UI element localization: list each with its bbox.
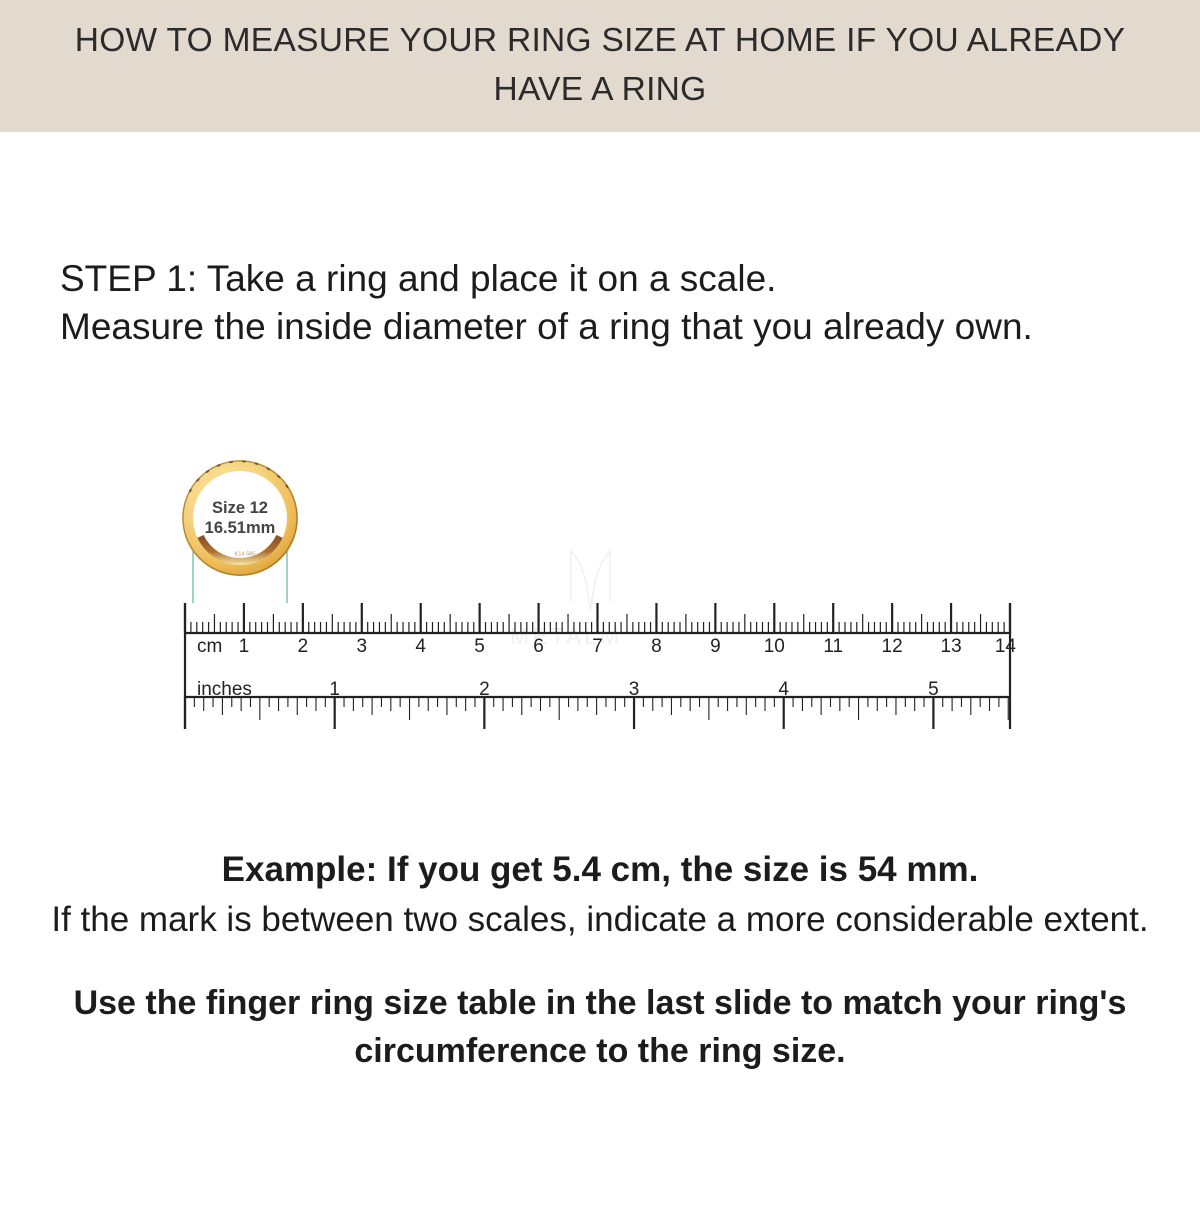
svg-text:K14 585: K14 585 [235, 552, 256, 558]
svg-text:inches: inches [197, 679, 252, 700]
svg-text:12: 12 [882, 636, 903, 657]
svg-text:1: 1 [329, 679, 340, 700]
svg-text:3: 3 [629, 679, 640, 700]
svg-text:4: 4 [778, 679, 789, 700]
svg-text:16.51mm: 16.51mm [205, 519, 276, 537]
svg-text:11: 11 [823, 636, 843, 657]
svg-text:1: 1 [239, 636, 250, 657]
svg-text:8: 8 [651, 636, 662, 657]
svg-text:13: 13 [941, 636, 962, 657]
svg-text:3: 3 [357, 636, 368, 657]
svg-text:9: 9 [710, 636, 721, 657]
svg-text:4: 4 [415, 636, 426, 657]
svg-text:5: 5 [474, 636, 485, 657]
svg-text:14: 14 [995, 636, 1017, 657]
svg-text:2: 2 [298, 636, 309, 657]
svg-text:METALM: METALM [510, 623, 622, 649]
svg-text:2: 2 [479, 679, 490, 700]
svg-text:6: 6 [533, 636, 544, 657]
svg-text:7: 7 [592, 636, 603, 657]
svg-text:5: 5 [928, 679, 939, 700]
svg-text:Size 12: Size 12 [212, 499, 268, 517]
svg-text:10: 10 [764, 636, 785, 657]
svg-text:cm: cm [197, 636, 222, 657]
